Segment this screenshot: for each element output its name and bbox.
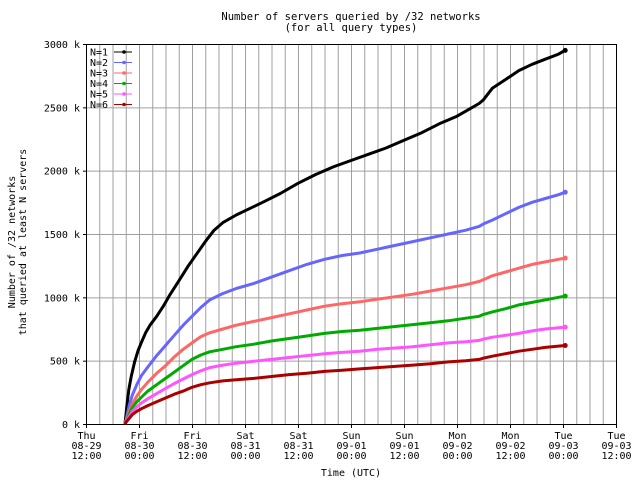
y-axis-label-line2: that queried at least N servers bbox=[18, 149, 29, 336]
legend-marker bbox=[122, 81, 126, 86]
series-line-n6 bbox=[123, 344, 566, 425]
legend-marker bbox=[122, 102, 126, 107]
legend-marker bbox=[122, 50, 126, 54]
x-tick-label: 09-01 bbox=[336, 441, 366, 452]
y-tick-label: 2500 k bbox=[44, 103, 80, 114]
y-tick-label: 0 k bbox=[62, 420, 80, 431]
legend-label: N=4 bbox=[90, 79, 108, 90]
y-tick-label: 1000 k bbox=[44, 293, 80, 304]
y-tick-label: 1500 k bbox=[44, 230, 80, 241]
x-tick-label: 08-29 bbox=[71, 441, 101, 452]
y-tick-label: 2000 k bbox=[44, 167, 80, 178]
x-tick-label: 00:00 bbox=[336, 451, 366, 462]
x-tick-label: 12:00 bbox=[389, 451, 419, 462]
x-tick-label: 00:00 bbox=[548, 451, 578, 462]
plot-area: 0 k 500 k 1000 k 1500 k 2000 k 2500 k 3000 k Th… bbox=[44, 40, 632, 462]
x-axis-label: Time (UTC) bbox=[321, 468, 381, 479]
series-line-n4 bbox=[123, 294, 566, 425]
x-tick-label: Fri bbox=[183, 431, 201, 442]
legend-label: N=6 bbox=[90, 100, 108, 111]
series-end-marker bbox=[562, 342, 568, 348]
x-tick-label: 09-02 bbox=[442, 441, 472, 452]
x-tick-label: 09-03 bbox=[548, 441, 578, 452]
series-end-marker bbox=[562, 255, 568, 261]
x-tick-label: 12:00 bbox=[495, 451, 525, 462]
series-end-marker bbox=[562, 324, 568, 330]
series-line-n5 bbox=[123, 325, 566, 425]
x-tick-label: 08-31 bbox=[230, 441, 260, 452]
legend-label: N=3 bbox=[90, 69, 108, 80]
x-tick-label: 12:00 bbox=[71, 451, 101, 462]
y-tick-label: 3000 k bbox=[44, 40, 80, 51]
y-axis-label: Number of /32 networks that queried at l… bbox=[7, 149, 29, 336]
x-tick-label: Thu bbox=[77, 431, 95, 442]
x-tick-label: 09-02 bbox=[495, 441, 525, 452]
x-tick-label: 09-03 bbox=[601, 441, 631, 452]
x-tick-label: Mon bbox=[448, 431, 466, 442]
series-line-n2 bbox=[123, 190, 566, 425]
x-tick-label: Mon bbox=[501, 431, 519, 442]
x-tick-label: 08-31 bbox=[283, 441, 313, 452]
y-tick-label: 500 k bbox=[50, 357, 80, 368]
x-tick-label: 09-01 bbox=[389, 441, 419, 452]
x-tick-label: 00:00 bbox=[442, 451, 472, 462]
series-end-marker bbox=[562, 293, 568, 299]
x-tick-label: 12:00 bbox=[177, 451, 207, 462]
legend-marker bbox=[122, 92, 126, 96]
x-tick-label: Tue bbox=[554, 431, 572, 442]
x-tick-label: 12:00 bbox=[601, 451, 631, 462]
x-tick-label: Sun bbox=[395, 431, 413, 442]
series-end-marker bbox=[562, 47, 568, 53]
legend-label: N=1 bbox=[90, 48, 108, 59]
series-line-n3 bbox=[123, 256, 566, 425]
x-tick-label: 08-30 bbox=[177, 441, 207, 452]
y-axis-label-line1: Number of /32 networks bbox=[7, 176, 18, 308]
legend-marker bbox=[122, 71, 126, 75]
x-tick-label: Sun bbox=[342, 431, 360, 442]
x-tick-label: Fri bbox=[130, 431, 148, 442]
x-tick-label: 00:00 bbox=[124, 451, 154, 462]
x-tick-label: 00:00 bbox=[230, 451, 260, 462]
series-end-marker bbox=[562, 189, 568, 195]
x-tick-label: 12:00 bbox=[283, 451, 313, 462]
legend-marker bbox=[122, 60, 126, 65]
legend-label: N=2 bbox=[90, 58, 108, 69]
chart-subtitle: (for all query types) bbox=[285, 22, 418, 34]
chart-title: Number of servers queried by /32 network… bbox=[221, 11, 480, 23]
x-tick-label: 08-30 bbox=[124, 441, 154, 452]
legend-label: N=5 bbox=[90, 90, 108, 101]
x-tick-label: Sat bbox=[236, 431, 254, 442]
x-tick-label: Sat bbox=[289, 431, 307, 442]
series-line-n1 bbox=[123, 49, 566, 425]
x-tick-label: Tue bbox=[607, 431, 625, 442]
